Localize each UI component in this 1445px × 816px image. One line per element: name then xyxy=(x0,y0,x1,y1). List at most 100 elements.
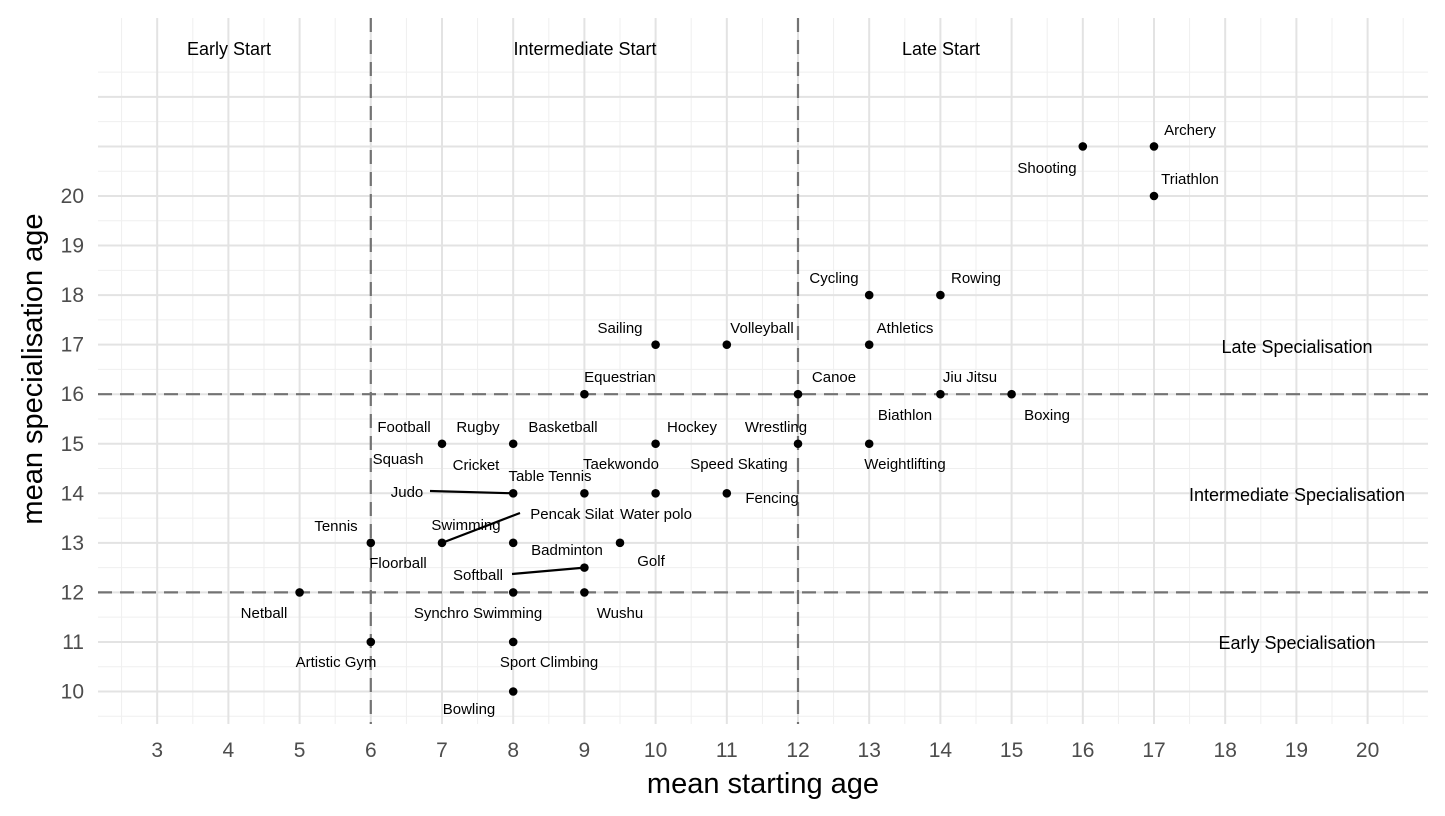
scatter-point xyxy=(864,439,874,449)
x-tick-label: 15 xyxy=(1000,739,1023,762)
zone-label-late-specialisation: Late Specialisation xyxy=(1221,337,1372,357)
point-label: Hockey xyxy=(667,419,718,436)
point-labels: Archery Shooting Triathlon Cycling Rowing Ath… xyxy=(241,122,1219,718)
scatter-point xyxy=(936,389,945,399)
label-leaders xyxy=(429,489,585,576)
scatter-point xyxy=(722,340,732,349)
point-label: Sailing xyxy=(597,320,642,337)
scatter-point xyxy=(508,687,518,696)
point-label: Artistic Gym xyxy=(296,654,377,671)
scatter-point xyxy=(1078,142,1088,151)
scatter-point xyxy=(580,563,589,572)
point-label: Tennis xyxy=(314,518,357,535)
scatter-point xyxy=(1007,389,1016,399)
y-axis-ticks: 10 11 12 13 14 15 16 17 18 19 20 xyxy=(61,185,85,704)
point-label: Volleyball xyxy=(730,320,793,337)
x-tick-label: 20 xyxy=(1356,739,1379,762)
leader-line xyxy=(429,489,514,495)
scatter-point xyxy=(793,389,803,399)
zone-label-intermediate-start: Intermediate Start xyxy=(513,39,656,59)
scatter-point xyxy=(936,290,945,300)
scatter-point xyxy=(722,489,732,498)
x-tick-label: 5 xyxy=(294,739,306,762)
x-tick-label: 17 xyxy=(1142,739,1165,762)
x-tick-label: 11 xyxy=(716,739,738,762)
point-label: Fencing xyxy=(745,490,798,507)
scatter-point xyxy=(508,588,518,597)
x-tick-label: 9 xyxy=(579,739,591,762)
leader-line xyxy=(441,511,521,544)
y-tick-label: 12 xyxy=(61,581,84,604)
point-label: Sport Climbing xyxy=(500,654,598,671)
x-tick-label: 10 xyxy=(644,739,667,762)
scatter-point xyxy=(651,439,660,449)
point-label: Floorball xyxy=(369,555,427,572)
point-label: Canoe xyxy=(812,369,856,386)
scatter-point xyxy=(437,538,447,548)
point-label: Taekwondo xyxy=(583,456,659,473)
y-tick-label: 11 xyxy=(62,631,84,654)
scatter-point xyxy=(864,340,874,349)
point-label: Swimming xyxy=(431,517,500,534)
zone-label-early-specialisation: Early Specialisation xyxy=(1218,633,1375,653)
data-points xyxy=(295,142,1159,696)
point-label: Shooting xyxy=(1017,160,1076,177)
zone-label-early-start: Early Start xyxy=(187,39,271,59)
point-label: Bowling xyxy=(443,701,496,718)
x-axis-ticks: 3 4 5 6 7 8 9 10 11 12 13 14 15 16 17 18 19 20 xyxy=(151,739,1379,762)
y-tick-label: 20 xyxy=(61,185,84,208)
point-label: Triathlon xyxy=(1161,171,1219,188)
y-tick-label: 10 xyxy=(61,681,84,704)
scatter-point xyxy=(793,439,803,449)
y-tick-label: 13 xyxy=(61,532,84,555)
point-label: Cycling xyxy=(809,270,858,287)
grid xyxy=(98,18,1428,724)
point-label: Football xyxy=(377,419,430,436)
point-label: Cricket xyxy=(453,457,501,474)
y-tick-label: 17 xyxy=(61,334,84,357)
x-tick-label: 8 xyxy=(507,739,519,762)
scatter-point xyxy=(508,637,518,647)
point-label: Pencak Silat xyxy=(530,506,614,523)
point-label: Water polo xyxy=(620,506,692,523)
scatter-point xyxy=(615,538,625,548)
point-label: Jiu Jitsu xyxy=(943,369,997,386)
point-label: Boxing xyxy=(1024,407,1070,424)
point-label: Wrestling xyxy=(745,419,807,436)
point-label: Biathlon xyxy=(878,407,932,424)
point-label: Speed Skating xyxy=(690,456,788,473)
x-tick-label: 19 xyxy=(1285,739,1308,762)
x-tick-label: 12 xyxy=(786,739,809,762)
scatter-point xyxy=(651,489,660,498)
scatter-point xyxy=(295,588,304,597)
y-tick-label: 16 xyxy=(61,383,84,406)
scatter-point xyxy=(1149,191,1159,201)
scatter-point xyxy=(508,489,518,498)
point-label: Badminton xyxy=(531,542,603,559)
scatter-point xyxy=(864,290,874,300)
zone-label-intermediate-specialisation: Intermediate Specialisation xyxy=(1189,485,1405,505)
scatter-point xyxy=(580,588,589,597)
y-tick-label: 14 xyxy=(61,482,85,505)
scatter-point xyxy=(508,538,518,548)
x-tick-label: 18 xyxy=(1214,739,1237,762)
point-label: Netball xyxy=(241,605,288,622)
point-label: Weightlifting xyxy=(864,456,945,473)
y-axis-title: mean specialisation age xyxy=(17,213,49,524)
leader-line xyxy=(511,566,585,576)
point-label: Basketball xyxy=(528,419,597,436)
reference-lines xyxy=(98,18,1428,724)
point-label: Equestrian xyxy=(584,369,656,386)
zone-labels: Early Start Intermediate Start Late Star… xyxy=(187,39,1405,653)
scatter-point xyxy=(580,489,589,498)
x-tick-label: 14 xyxy=(929,739,953,762)
scatter-point xyxy=(366,538,376,548)
y-tick-label: 19 xyxy=(61,235,84,258)
point-label: Rugby xyxy=(456,419,500,436)
x-tick-label: 13 xyxy=(858,739,881,762)
zone-label-late-start: Late Start xyxy=(902,39,980,59)
point-label: Archery xyxy=(1164,122,1216,139)
point-label: Softball xyxy=(453,567,503,584)
scatter-point xyxy=(508,439,518,449)
